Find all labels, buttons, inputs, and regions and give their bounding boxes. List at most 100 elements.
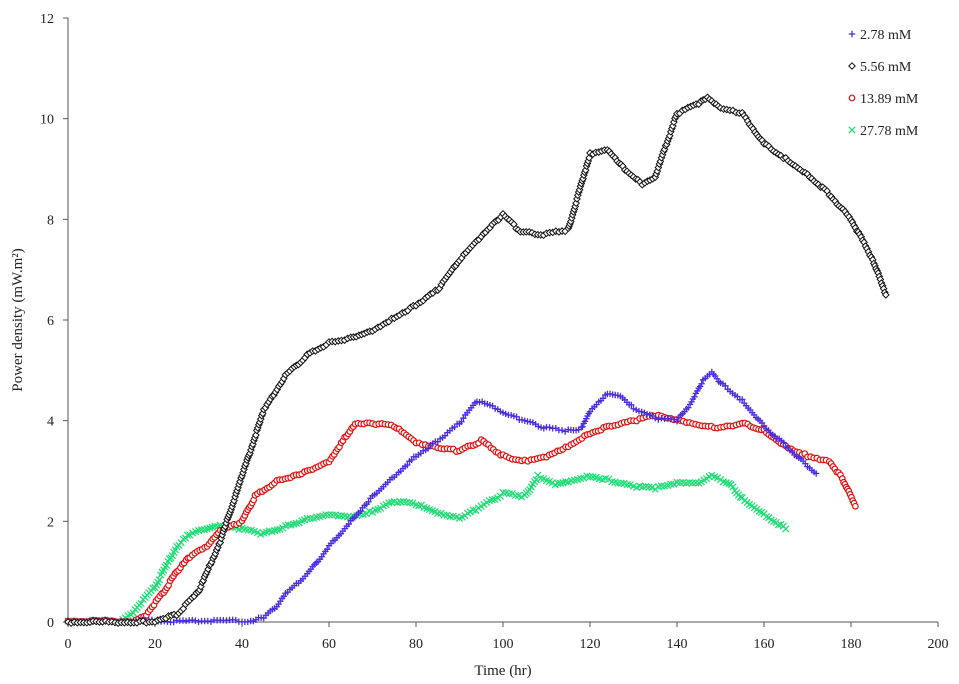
data-point [561,477,570,486]
data-point [698,380,705,387]
data-point [328,511,336,519]
data-point [273,525,282,534]
x-tick-label: 100 [493,637,514,652]
x-tick-label: 60 [322,637,336,652]
legend-item: 27.78 mM [848,124,919,139]
legend-item: 13.89 mM [848,92,919,107]
data-point [652,415,659,422]
data-point [813,470,820,477]
legend-item: 2.78 mM [848,28,912,43]
data-point [623,480,631,489]
data-point [345,520,352,528]
data-point [469,506,477,514]
y-tick-label: 6 [47,314,54,329]
y-tick-label: 2 [47,515,54,530]
data-point [688,479,697,487]
data-point [546,424,553,431]
data-point [197,582,205,591]
data-point [192,617,199,624]
y-tick-label: 12 [40,12,54,27]
data-point [303,514,311,523]
data-point [129,609,137,617]
data-point [537,474,545,482]
data-point [657,482,666,490]
data-point [322,511,330,519]
data-point [195,618,202,626]
x-axis-ticks: 0 20 40 60 80 100 120 140 160 180 200 [65,622,949,652]
series-2-78-mM [64,368,820,626]
data-point [556,479,565,487]
data-point [614,479,622,487]
x-tick-label: 40 [235,637,249,652]
data-point [251,431,260,440]
x-tick-label: 0 [65,637,72,652]
series-5-56-mM [64,93,890,628]
legend-marker [848,62,856,70]
data-point [415,502,423,510]
data-point [694,387,701,395]
legend-marker [848,126,856,134]
data-point [658,414,665,422]
data-point [851,502,859,510]
data-point [511,491,520,500]
x-axis-title: Time (hr) [474,663,531,679]
series-layer [64,93,890,628]
legend-item: 5.56 mM [848,60,912,75]
data-point [306,514,315,523]
data-point [496,492,504,500]
y-tick-label: 8 [47,213,54,228]
data-point [357,507,364,515]
data-point [532,475,540,484]
data-point [488,496,496,504]
y-tick-label: 10 [40,113,54,128]
legend-label: 13.89 mM [860,92,919,107]
data-point [434,509,442,518]
data-point [137,599,145,608]
series-27-78-mM [64,471,790,626]
legend-marker [848,30,856,38]
data-point [385,499,393,507]
data-point [667,480,675,488]
data-point [558,427,566,434]
data-point [782,525,790,533]
legend-label: 2.78 mM [860,28,912,43]
data-point [404,461,411,469]
data-point [628,401,635,409]
data-point [203,525,211,533]
y-axis-title: Power density (mW.m²) [10,248,26,392]
data-point [655,416,662,423]
data-point [691,393,698,401]
x-tick-label: 180 [841,637,862,652]
x-tick-label: 160 [754,637,775,652]
data-point [688,398,695,406]
legend-label: 5.56 mM [860,60,912,75]
data-point [458,418,465,425]
data-point [183,531,192,539]
data-point [289,520,298,528]
data-point [673,418,681,425]
data-point [505,490,513,498]
x-tick-label: 120 [580,637,601,652]
legend: 2.78 mM 5.56 mM 13.89 mM 27.78 mM [848,28,919,139]
data-point [292,519,301,528]
data-point [460,414,467,422]
y-tick-label: 4 [47,415,54,430]
data-point [371,506,379,514]
data-point [365,498,372,506]
data-point [323,546,331,553]
data-point [424,445,432,452]
x-tick-label: 140 [667,637,688,652]
data-point [780,439,787,446]
legend-label: 27.78 mM [860,124,919,139]
data-point [325,511,333,519]
data-point [284,521,292,529]
x-tick-label: 20 [148,637,162,652]
data-point [722,382,729,390]
data-point [139,617,148,625]
data-point [739,396,746,403]
data-point [440,511,448,519]
x-tick-label: 200 [928,637,949,652]
y-tick-label: 0 [47,616,54,631]
x-tick-label: 80 [409,637,423,652]
